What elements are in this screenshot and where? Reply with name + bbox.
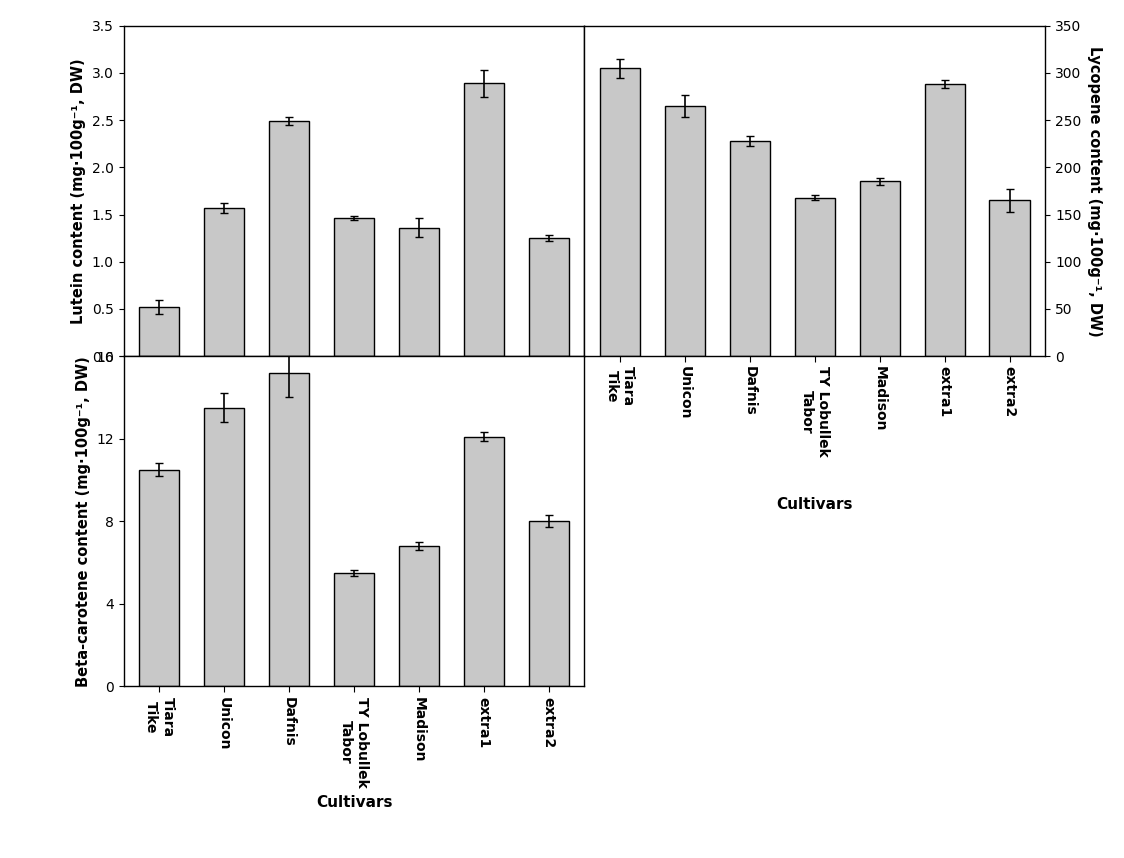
Bar [269,121,309,356]
Bar [464,437,504,686]
Y-axis label: Lutein content (mg·100g⁻¹, DW): Lutein content (mg·100g⁻¹, DW) [71,58,87,323]
Bar [925,84,964,356]
Bar [205,408,244,686]
Bar [139,469,180,686]
Y-axis label: Lycopene content (mg·100g⁻¹, DW): Lycopene content (mg·100g⁻¹, DW) [1087,45,1103,336]
Bar [860,182,900,356]
Bar [399,227,439,356]
Bar [600,69,641,356]
Bar [528,239,569,356]
Bar [269,372,309,686]
Bar [399,546,439,686]
Bar [464,83,504,356]
Bar [989,201,1030,356]
Bar [334,218,374,356]
Bar [665,106,705,356]
X-axis label: Cultivars: Cultivars [316,795,392,809]
Bar [795,197,835,356]
Bar [528,522,569,686]
Bar [334,573,374,686]
Text: Cultivars: Cultivars [777,498,853,512]
Bar [205,208,244,356]
Y-axis label: Beta-carotene content (mg·100g⁻¹, DW): Beta-carotene content (mg·100g⁻¹, DW) [75,356,91,686]
Bar [139,307,180,356]
Bar [729,141,770,356]
